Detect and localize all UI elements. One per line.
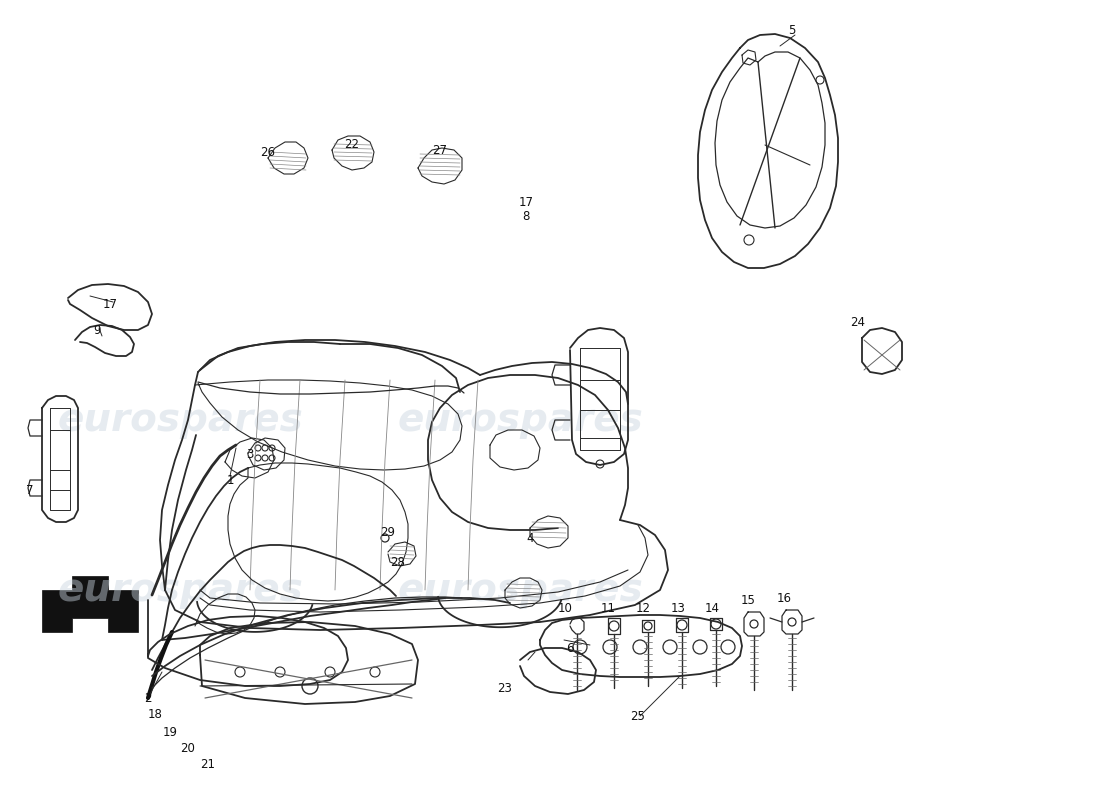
Text: 8: 8 bbox=[522, 210, 530, 222]
Text: 4: 4 bbox=[526, 531, 534, 545]
Text: 7: 7 bbox=[26, 483, 34, 497]
Text: 2: 2 bbox=[144, 691, 152, 705]
Text: 11: 11 bbox=[601, 602, 616, 614]
Text: 17: 17 bbox=[102, 298, 118, 310]
Text: eurospares: eurospares bbox=[397, 401, 642, 439]
Text: 29: 29 bbox=[381, 526, 396, 538]
Text: eurospares: eurospares bbox=[397, 571, 642, 609]
Text: 13: 13 bbox=[671, 602, 685, 614]
Text: 25: 25 bbox=[630, 710, 646, 722]
Text: 26: 26 bbox=[261, 146, 275, 158]
Text: 19: 19 bbox=[163, 726, 177, 738]
Text: 12: 12 bbox=[636, 602, 650, 614]
Text: 5: 5 bbox=[789, 23, 795, 37]
Text: 20: 20 bbox=[180, 742, 196, 754]
Text: eurospares: eurospares bbox=[57, 401, 303, 439]
Text: 24: 24 bbox=[850, 315, 866, 329]
Text: 16: 16 bbox=[777, 591, 792, 605]
Text: 15: 15 bbox=[740, 594, 756, 606]
Text: 1: 1 bbox=[227, 474, 233, 486]
Text: 3: 3 bbox=[246, 449, 254, 462]
Text: 14: 14 bbox=[704, 602, 719, 614]
Text: 23: 23 bbox=[497, 682, 513, 694]
Text: 22: 22 bbox=[344, 138, 360, 150]
Text: 17: 17 bbox=[518, 195, 534, 209]
Text: 28: 28 bbox=[390, 555, 406, 569]
Polygon shape bbox=[42, 576, 138, 632]
Text: 6: 6 bbox=[566, 642, 574, 654]
Text: 18: 18 bbox=[147, 709, 163, 722]
Text: 21: 21 bbox=[200, 758, 216, 771]
Text: 10: 10 bbox=[558, 602, 572, 614]
Text: 9: 9 bbox=[94, 323, 101, 337]
Text: 27: 27 bbox=[432, 143, 448, 157]
Text: eurospares: eurospares bbox=[57, 571, 303, 609]
